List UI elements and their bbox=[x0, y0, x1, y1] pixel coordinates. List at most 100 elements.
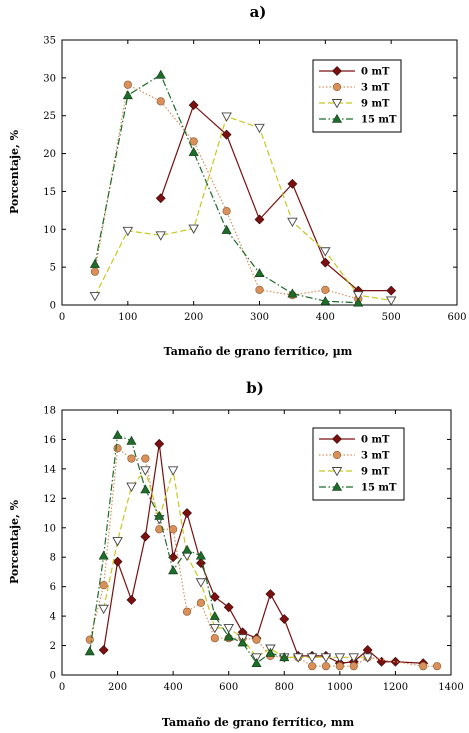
chart-a-data-point-0mt bbox=[287, 178, 298, 189]
chart-b-data-point-0mt bbox=[112, 556, 123, 567]
chart-a-data-point-3mt bbox=[321, 285, 330, 294]
chart-b-data-point-3mt bbox=[169, 525, 178, 534]
chart-b-series-line-9mt bbox=[103, 469, 368, 659]
chart-b-data-point-3mt bbox=[349, 662, 358, 671]
chart-b-legend-box bbox=[312, 427, 405, 501]
chart-b-data-point-9mt bbox=[195, 578, 207, 588]
chart-b-data-point-0mt bbox=[154, 438, 165, 449]
chart-b-legend-marker-0mt bbox=[332, 434, 342, 444]
chart-a-data-point-15mt bbox=[188, 146, 199, 156]
chart-a-data-point-15mt bbox=[320, 296, 331, 306]
chart-b-data-point-15mt bbox=[251, 658, 262, 668]
chart-a-legend-marker-15mt bbox=[331, 113, 343, 123]
chart-b-x-tick-label: 1200 bbox=[383, 682, 408, 693]
chart-b-y-tick-label: 10 bbox=[43, 523, 56, 534]
chart-a-data-point-9mt bbox=[89, 291, 101, 302]
chart-b-y-tick-label: 18 bbox=[43, 406, 56, 417]
chart-b-data-point-15mt bbox=[209, 610, 220, 620]
chart-a-series-15mt bbox=[89, 69, 364, 307]
chart-a-y-tick-label: 35 bbox=[43, 36, 56, 47]
chart-b-data-point-9mt bbox=[167, 466, 179, 476]
chart-b-data-point-9mt bbox=[320, 653, 332, 663]
chart-a-series-line-9mt bbox=[94, 115, 392, 302]
chart-a-data-point-0mt bbox=[221, 129, 232, 140]
chart-b-data-point-3mt bbox=[210, 634, 219, 643]
chart-b-data-point-3mt bbox=[182, 607, 192, 616]
chart-a-y-tick-label: 0 bbox=[50, 301, 56, 312]
chart-b-data-point-15mt bbox=[195, 550, 206, 560]
chart-b-data-point-0mt bbox=[126, 594, 137, 605]
chart-b-data-point-0mt bbox=[265, 589, 276, 599]
chart-b-data-point-3mt bbox=[419, 662, 428, 671]
chart-a-data-point-0mt bbox=[386, 285, 397, 296]
chart-a-series-line-0mt bbox=[160, 104, 392, 292]
chart-a-data-point-15mt bbox=[155, 69, 166, 79]
chart-b-data-point-9mt bbox=[209, 623, 221, 634]
chart-b-data-point-9mt bbox=[140, 466, 151, 476]
chart-b-data-point-3mt bbox=[307, 662, 317, 671]
chart-a-y-tick-label: 15 bbox=[43, 187, 56, 198]
chart-a-data-point-9mt bbox=[385, 296, 397, 306]
chart-a-y-tick-label: 25 bbox=[43, 111, 56, 122]
chart-b-y-tick-label: 14 bbox=[43, 464, 56, 475]
chart-b-x-tick-label: 0 bbox=[59, 682, 65, 693]
chart-b-data-point-3mt bbox=[321, 662, 331, 671]
chart-a-legend-box bbox=[312, 59, 402, 133]
chart-a-data-point-15mt bbox=[287, 288, 298, 298]
chart-b-data-point-15mt bbox=[140, 484, 151, 494]
chart-b-data-point-15mt bbox=[84, 646, 95, 656]
chart-b-x-tick-label: 800 bbox=[275, 682, 294, 693]
chart-a-x-tick-label: 600 bbox=[447, 312, 466, 323]
chart-b-data-point-3mt bbox=[196, 598, 206, 607]
chart-a-x-tick-label: 0 bbox=[59, 312, 65, 323]
chart-b-data-point-15mt bbox=[265, 647, 276, 657]
chart-b-data-point-3mt bbox=[141, 454, 150, 463]
chart-b-data-point-3mt bbox=[99, 581, 108, 590]
chart-a-data-point-3mt bbox=[123, 80, 132, 89]
chart-b-y-tick-label: 12 bbox=[43, 494, 56, 505]
chart-b-data-point-0mt bbox=[196, 558, 206, 569]
chart-b-data-point-0mt bbox=[140, 531, 151, 542]
chart-a-data-point-9mt bbox=[287, 217, 298, 228]
chart-a-legend-marker-3mt bbox=[332, 82, 342, 92]
chart-b-data-point-0mt bbox=[98, 645, 109, 655]
chart-b-data-point-9mt bbox=[362, 653, 373, 663]
chart-a-data-point-9mt bbox=[122, 226, 134, 237]
chart-b-data-point-15mt bbox=[237, 637, 248, 647]
chart-b-x-tick-label: 600 bbox=[219, 682, 238, 693]
chart-b-legend-label-15mt: 15 mT bbox=[361, 483, 397, 494]
chart-b-data-point-9mt bbox=[112, 537, 123, 547]
chart-a-data-point-9mt bbox=[221, 112, 232, 122]
chart-b-y-tick-label: 16 bbox=[43, 435, 56, 446]
chart-a-title: a) bbox=[250, 3, 267, 21]
chart-a-data-point-0mt bbox=[320, 257, 331, 268]
chart-a-data-point-15mt bbox=[353, 297, 364, 307]
chart-b-data-point-15mt bbox=[98, 550, 109, 560]
chart-b-data-point-9mt bbox=[306, 653, 318, 663]
chart-b-data-point-0mt bbox=[209, 592, 220, 602]
chart-b-data-point-9mt bbox=[348, 653, 360, 663]
chart-b-y-tick-label: 8 bbox=[50, 553, 56, 564]
chart-b-data-point-3mt bbox=[252, 635, 261, 644]
chart-b-data-point-9mt bbox=[223, 623, 234, 634]
chart-b-data-point-15mt bbox=[154, 510, 165, 520]
chart-a-data-point-3mt bbox=[156, 97, 165, 106]
chart-a-legend-marker-9mt bbox=[331, 99, 343, 109]
chart-b-x-tick-label: 1400 bbox=[438, 682, 463, 693]
chart-a-data-point-9mt bbox=[155, 231, 167, 241]
chart-b-x-tick-label: 1000 bbox=[327, 682, 352, 693]
chart-b-x-tick-label: 200 bbox=[108, 682, 127, 693]
chart-b-data-point-15mt bbox=[223, 631, 234, 641]
chart-a-x-axis-label: Tamaño de grano ferrítico, µm bbox=[164, 345, 353, 358]
chart-b-data-point-3mt bbox=[113, 444, 122, 453]
chart-b-data-point-0mt bbox=[390, 656, 401, 667]
chart-a-x-tick-label: 200 bbox=[184, 312, 203, 323]
chart-a-y-tick-label: 5 bbox=[50, 263, 56, 274]
chart-a-legend-label-3mt: 3 mT bbox=[361, 83, 390, 94]
chart-b-data-point-9mt bbox=[334, 653, 346, 663]
chart-b-data-point-0mt bbox=[168, 552, 179, 563]
chart-a-data-point-3mt bbox=[189, 137, 198, 146]
chart-b-legend: 0 mT 3 mT 9 mT 15 mT bbox=[312, 427, 405, 501]
chart-b-data-point-15mt bbox=[182, 544, 193, 554]
